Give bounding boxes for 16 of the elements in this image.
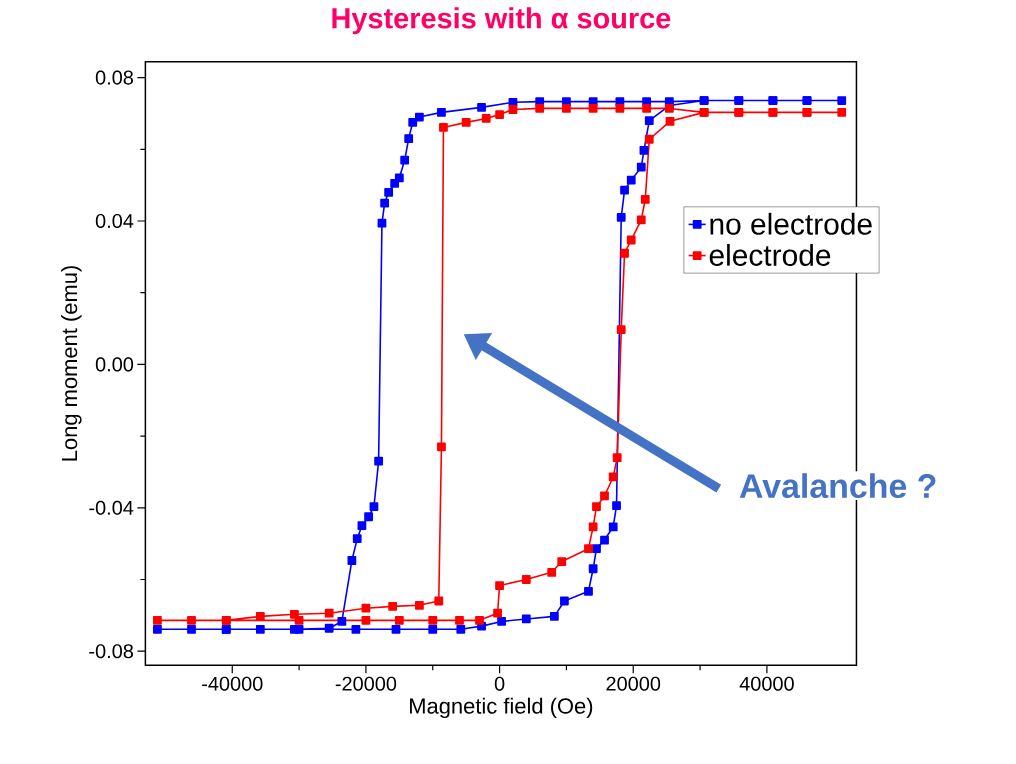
annotation: Avalanche ?: [739, 473, 936, 499]
legend-label: no electrode: [710, 212, 872, 235]
x-tick-label: 0: [494, 676, 505, 691]
y-tick-label: -0.08: [89, 644, 134, 659]
y-tick-label: -0.04: [89, 500, 134, 515]
y-tick-label: 0.08: [95, 70, 134, 85]
legend-label: electrode: [709, 244, 831, 266]
x-axis-title: Magnetic field (Oe): [410, 697, 593, 719]
y-axis-title: Long moment (emu): [61, 266, 82, 461]
chart-title: Hysteresis with α source: [332, 7, 671, 35]
y-tick-label: 0.00: [95, 357, 134, 372]
x-tick-label: -40000: [202, 676, 263, 691]
x-tick-label: 20000: [606, 676, 661, 691]
x-tick-label: -20000: [335, 676, 397, 691]
x-tick-label: 40000: [739, 676, 794, 691]
y-tick-label: 0.04: [95, 213, 134, 229]
